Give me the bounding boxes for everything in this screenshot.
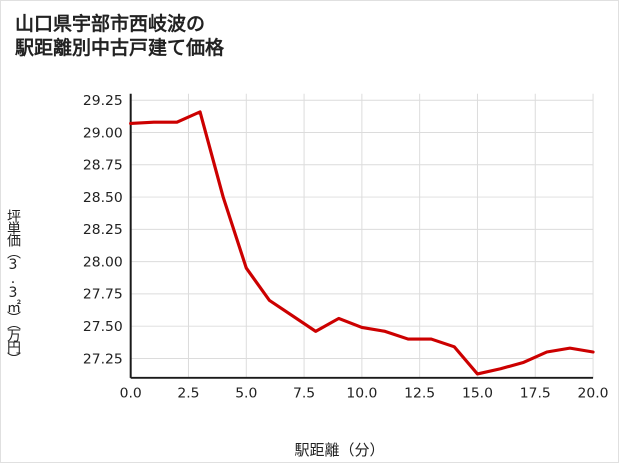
svg-text:29.25: 29.25 [83, 93, 123, 109]
svg-text:28.75: 28.75 [83, 158, 123, 174]
svg-text:29.00: 29.00 [83, 126, 123, 142]
svg-text:20.0: 20.0 [578, 385, 609, 401]
svg-text:15.0: 15.0 [462, 385, 493, 401]
plot-area[interactable]: 0.0 2.5 5.0 7.5 10.0 12.5 15.0 17.5 20.0 27.25 27.… [76, 86, 603, 407]
chart-title-line2: 駅距離別中古戸建て価格 [15, 37, 224, 61]
y-axis-label: 坪単価（3.3㎡）（万円） [3, 171, 23, 402]
svg-text:28.00: 28.00 [83, 255, 123, 271]
chart-title-line1: 山口県宇部市西岐波の [15, 13, 224, 37]
svg-text:27.75: 27.75 [83, 287, 123, 303]
line-chart-svg[interactable]: 0.0 2.5 5.0 7.5 10.0 12.5 15.0 17.5 20.027.2527.… [76, 86, 603, 407]
svg-text:27.50: 27.50 [83, 319, 123, 335]
svg-text:28.50: 28.50 [83, 190, 123, 206]
chart-area: 坪単価（3.3㎡）（万円） 0.0 2.5 5.0 7.5 10.0 12.5 15.0 17… [1, 76, 618, 462]
svg-text:0.0: 0.0 [120, 385, 142, 401]
svg-text:7.5: 7.5 [293, 385, 315, 401]
chart-title: 山口県宇部市西岐波の 駅距離別中古戸建て価格 [15, 13, 224, 61]
svg-text:5.0: 5.0 [235, 385, 257, 401]
svg-text:17.5: 17.5 [520, 385, 551, 401]
svg-text:2.5: 2.5 [177, 385, 199, 401]
svg-text:28.25: 28.25 [83, 222, 123, 238]
chart-card: 山口県宇部市西岐波の 駅距離別中古戸建て価格 坪単価（3.3㎡）（万円） 0.0… [0, 0, 619, 463]
svg-text:12.5: 12.5 [404, 385, 435, 401]
x-axis-label: 駅距離（分） [76, 439, 603, 460]
svg-text:10.0: 10.0 [346, 385, 377, 401]
svg-text:27.25: 27.25 [83, 351, 123, 367]
